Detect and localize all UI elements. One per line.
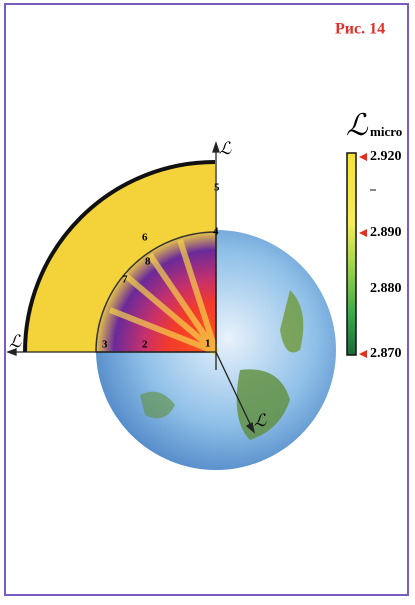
- point-label: 5: [214, 182, 220, 194]
- colorbar-label: 2.870: [370, 346, 402, 361]
- rays: [108, 239, 219, 355]
- outer-boundary: [23, 160, 216, 353]
- point-label: 4: [213, 226, 219, 238]
- colorbar-label: 2.880: [370, 281, 402, 296]
- point-label: 6: [142, 232, 148, 244]
- legend-symbol: ℒ: [346, 109, 369, 142]
- legend-subscript: micro: [370, 124, 402, 139]
- continent: [140, 391, 175, 419]
- axis-label: ℒ: [254, 411, 267, 430]
- point-label: 1: [205, 338, 211, 350]
- colorbar: [346, 152, 357, 356]
- point-label: 7: [122, 274, 128, 286]
- axis-label: ℒ: [219, 139, 232, 158]
- point-label: 3: [102, 339, 108, 351]
- continent: [280, 290, 304, 353]
- point-label: 2: [142, 339, 148, 351]
- colorbar-markers: [359, 153, 367, 358]
- axis-label: ℒ: [9, 332, 22, 351]
- colorbar-label: 2.920: [370, 149, 402, 164]
- point-label: 8: [145, 256, 151, 268]
- axes: [6, 140, 256, 434]
- frame: [4, 3, 409, 596]
- colorbar-label: 2.890: [370, 225, 402, 240]
- figure-label: Рис. 14: [335, 21, 385, 38]
